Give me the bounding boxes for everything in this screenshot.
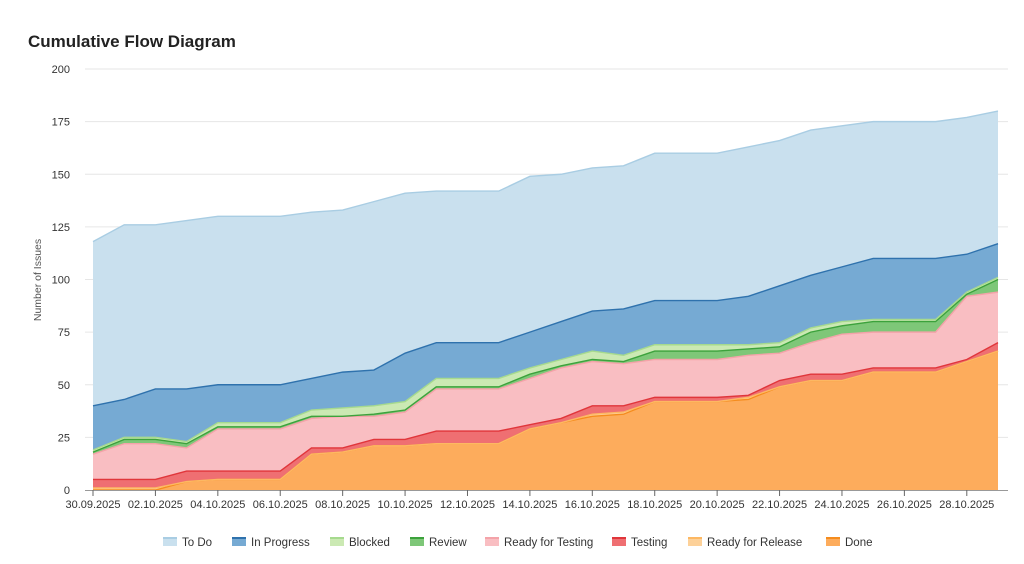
legend-item[interactable]: Review: [410, 537, 467, 549]
x-tick-label: 24.10.2025: [814, 499, 869, 511]
x-tick-label: 20.10.2025: [690, 499, 745, 511]
legend-label: Done: [845, 537, 873, 549]
legend-swatch: [485, 538, 499, 546]
legend-swatch: [612, 538, 626, 546]
legend-label: Ready for Testing: [504, 537, 593, 549]
y-axis-label: Number of Issues: [32, 239, 44, 321]
line-to-do: [92, 110, 999, 243]
legend-swatch: [330, 538, 344, 546]
legend-item[interactable]: Done: [826, 537, 873, 549]
x-tick-label: 02.10.2025: [128, 499, 183, 511]
legend-swatch: [163, 538, 177, 546]
x-tick-label: 14.10.2025: [502, 499, 557, 511]
line-blocked: [92, 276, 999, 451]
legend-swatch: [232, 538, 246, 546]
y-tick-label: 200: [52, 64, 70, 76]
area-in-progress: [93, 243, 998, 451]
y-tick-label: 75: [58, 327, 70, 339]
y-tick-label: 100: [52, 275, 70, 287]
legend-label: Testing: [631, 537, 667, 549]
area-blocked: [93, 277, 998, 453]
x-tick-label: 16.10.2025: [565, 499, 620, 511]
area-to-do: [93, 111, 998, 406]
line-ready-for-release: [93, 350, 999, 489]
line-testing: [93, 342, 999, 481]
legend-label: Review: [429, 537, 467, 549]
x-tick-label: 10.10.2025: [378, 499, 433, 511]
legend-item[interactable]: Blocked: [330, 537, 390, 549]
y-tick-label: 150: [52, 169, 70, 181]
legend-item[interactable]: Ready for Release: [688, 537, 802, 549]
x-tick-label: 12.10.2025: [440, 499, 495, 511]
area-done: [93, 351, 998, 490]
legend-item[interactable]: To Do: [163, 537, 212, 549]
legend-swatch: [826, 538, 840, 546]
legend-item[interactable]: Ready for Testing: [485, 537, 593, 549]
legend-item[interactable]: In Progress: [232, 537, 310, 549]
legend-label: To Do: [182, 537, 212, 549]
line-in-progress: [92, 243, 999, 407]
x-tick-label: 28.10.2025: [939, 499, 994, 511]
legend-label: In Progress: [251, 537, 310, 549]
x-tick-label: 18.10.2025: [627, 499, 682, 511]
x-tick-label: 30.09.2025: [65, 499, 120, 511]
x-tick-label: 06.10.2025: [253, 499, 308, 511]
area-testing: [93, 342, 998, 488]
y-tick-label: 0: [64, 485, 70, 497]
line-review: [92, 278, 999, 453]
legend-item[interactable]: Testing: [612, 537, 667, 549]
y-tick-label: 125: [52, 222, 70, 234]
line-ready-for-testing: [92, 291, 999, 455]
y-tick-label: 50: [58, 380, 70, 392]
x-tick-label: 26.10.2025: [877, 499, 932, 511]
legend-swatch: [688, 538, 702, 546]
x-tick-label: 22.10.2025: [752, 499, 807, 511]
area-ready-for-testing: [93, 292, 998, 480]
chart-title: Cumulative Flow Diagram: [28, 32, 236, 51]
y-tick-label: 25: [58, 432, 70, 444]
x-tick-label: 08.10.2025: [315, 499, 370, 511]
legend-swatch: [410, 538, 424, 546]
x-tick-label: 04.10.2025: [190, 499, 245, 511]
legend-label: Ready for Release: [707, 537, 802, 549]
legend-label: Blocked: [349, 537, 390, 549]
y-tick-label: 175: [52, 117, 70, 129]
